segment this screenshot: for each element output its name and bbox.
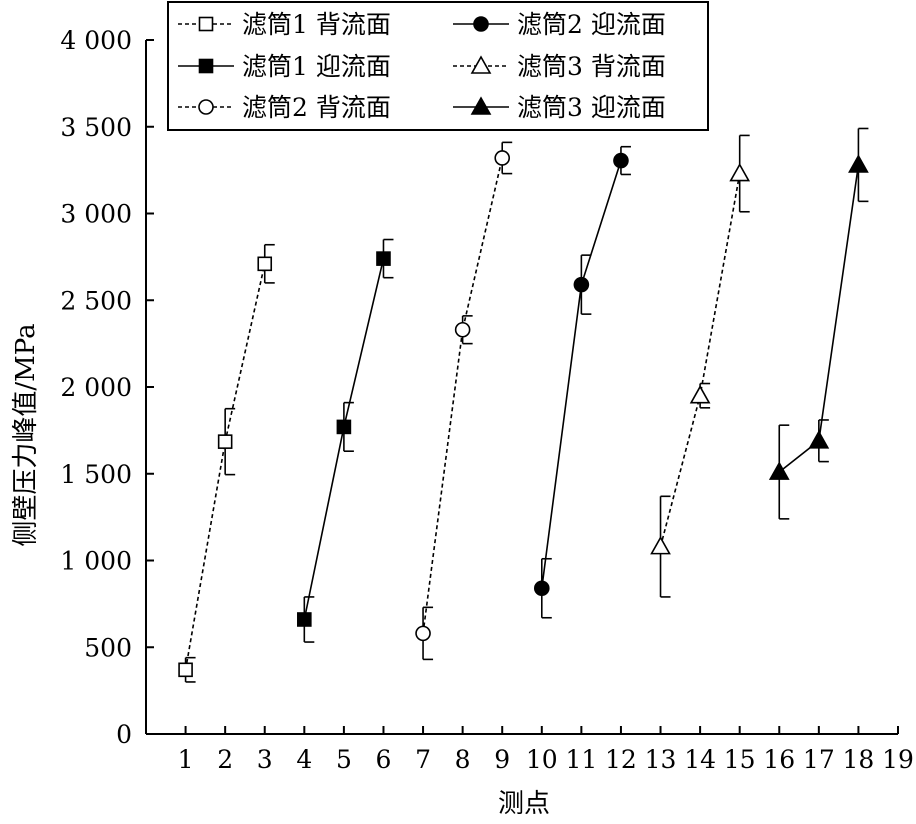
x-tick-label: 5 xyxy=(336,745,352,774)
legend-item-5: 滤筒3 背流面 xyxy=(453,52,666,81)
data-point xyxy=(376,251,391,266)
data-point xyxy=(808,430,830,449)
data-point xyxy=(336,419,352,435)
x-tick-label: 4 xyxy=(296,745,312,774)
legend-item-1: 滤筒1 背流面 xyxy=(178,10,391,39)
x-tick-label: 11 xyxy=(565,745,597,774)
axes xyxy=(145,40,898,735)
data-point xyxy=(650,535,671,555)
legend-item-3: 滤筒2 背流面 xyxy=(178,93,391,122)
series-2 xyxy=(297,238,394,643)
legend-item-2: 滤筒1 迎流面 xyxy=(178,52,391,81)
data-point xyxy=(178,662,193,678)
series-line xyxy=(422,157,503,634)
legend-label: 滤筒3 背流面 xyxy=(517,52,666,81)
x-tick-label: 9 xyxy=(494,745,510,774)
y-tick-label: 0 xyxy=(116,720,132,749)
legend-marker xyxy=(470,96,492,115)
data-point xyxy=(297,612,312,627)
x-tick-label: 8 xyxy=(455,745,471,774)
series-3 xyxy=(415,141,513,661)
legend-marker xyxy=(470,55,492,74)
y-axis-ticks: 0 500 1 000 1 500 2 000 2 500 3 000 3 500 4 000 xyxy=(60,26,154,749)
x-tick-label: 3 xyxy=(257,745,273,774)
y-axis-title: 侧壁压力峰值/MPa xyxy=(11,323,41,546)
legend-marker xyxy=(198,58,214,74)
data-point xyxy=(217,434,233,449)
data-point xyxy=(415,625,431,642)
y-tick-label: 2 500 xyxy=(60,286,132,315)
x-tick-label: 16 xyxy=(763,745,795,774)
x-tick-label: 13 xyxy=(645,745,677,774)
legend-label: 滤筒2 迎流面 xyxy=(517,10,666,39)
series-5 xyxy=(650,134,751,598)
y-tick-label: 2 000 xyxy=(60,373,132,402)
series-line xyxy=(540,160,622,589)
legend-label: 滤筒2 背流面 xyxy=(242,93,391,122)
data-point xyxy=(454,321,471,338)
x-axis-title: 测点 xyxy=(498,789,550,819)
legend-item-4: 滤筒2 迎流面 xyxy=(453,10,666,39)
y-tick-label: 3 000 xyxy=(60,200,132,229)
data-point xyxy=(494,150,511,166)
x-tick-label: 18 xyxy=(843,745,875,774)
legend-marker xyxy=(198,16,214,32)
legend-label: 滤筒1 背流面 xyxy=(242,10,391,39)
y-tick-label: 500 xyxy=(84,633,132,662)
x-tick-label: 7 xyxy=(415,745,431,774)
x-tick-label: 14 xyxy=(684,745,716,774)
x-tick-label: 19 xyxy=(882,745,914,774)
x-tick-label: 10 xyxy=(526,745,558,774)
series-1 xyxy=(178,243,275,683)
data-point xyxy=(729,162,751,182)
x-tick-label: 2 xyxy=(217,745,233,774)
series-group xyxy=(178,127,869,683)
series-line xyxy=(659,173,741,547)
data-point xyxy=(257,256,273,272)
series-6 xyxy=(768,127,869,520)
legend-box xyxy=(167,1,709,131)
x-tick-label: 1 xyxy=(178,745,194,774)
y-tick-label: 1 500 xyxy=(60,460,132,489)
x-tick-label: 6 xyxy=(376,745,392,774)
data-point xyxy=(573,276,590,293)
data-point xyxy=(689,385,711,404)
legend-marker xyxy=(198,99,214,115)
y-tick-label: 4 000 xyxy=(60,26,132,55)
x-axis-ticks: 1 2 3 4 5 6 7 8 9 10 11 12 13 14 15 16 17 18 19 xyxy=(178,726,914,774)
legend-label: 滤筒3 迎流面 xyxy=(517,93,666,122)
data-point xyxy=(848,154,869,173)
y-tick-label: 3 500 xyxy=(60,113,132,142)
x-tick-label: 17 xyxy=(803,745,835,774)
x-tick-label: 15 xyxy=(724,745,756,774)
data-point xyxy=(613,152,629,169)
legend-item-6: 滤筒3 迎流面 xyxy=(453,93,666,122)
series-4 xyxy=(533,145,631,619)
x-tick-label: 12 xyxy=(605,745,637,774)
y-tick-label: 1 000 xyxy=(60,547,132,576)
data-point xyxy=(768,461,790,480)
legend-label: 滤筒1 迎流面 xyxy=(242,52,391,81)
legend-marker xyxy=(473,16,489,32)
data-point xyxy=(533,580,550,597)
